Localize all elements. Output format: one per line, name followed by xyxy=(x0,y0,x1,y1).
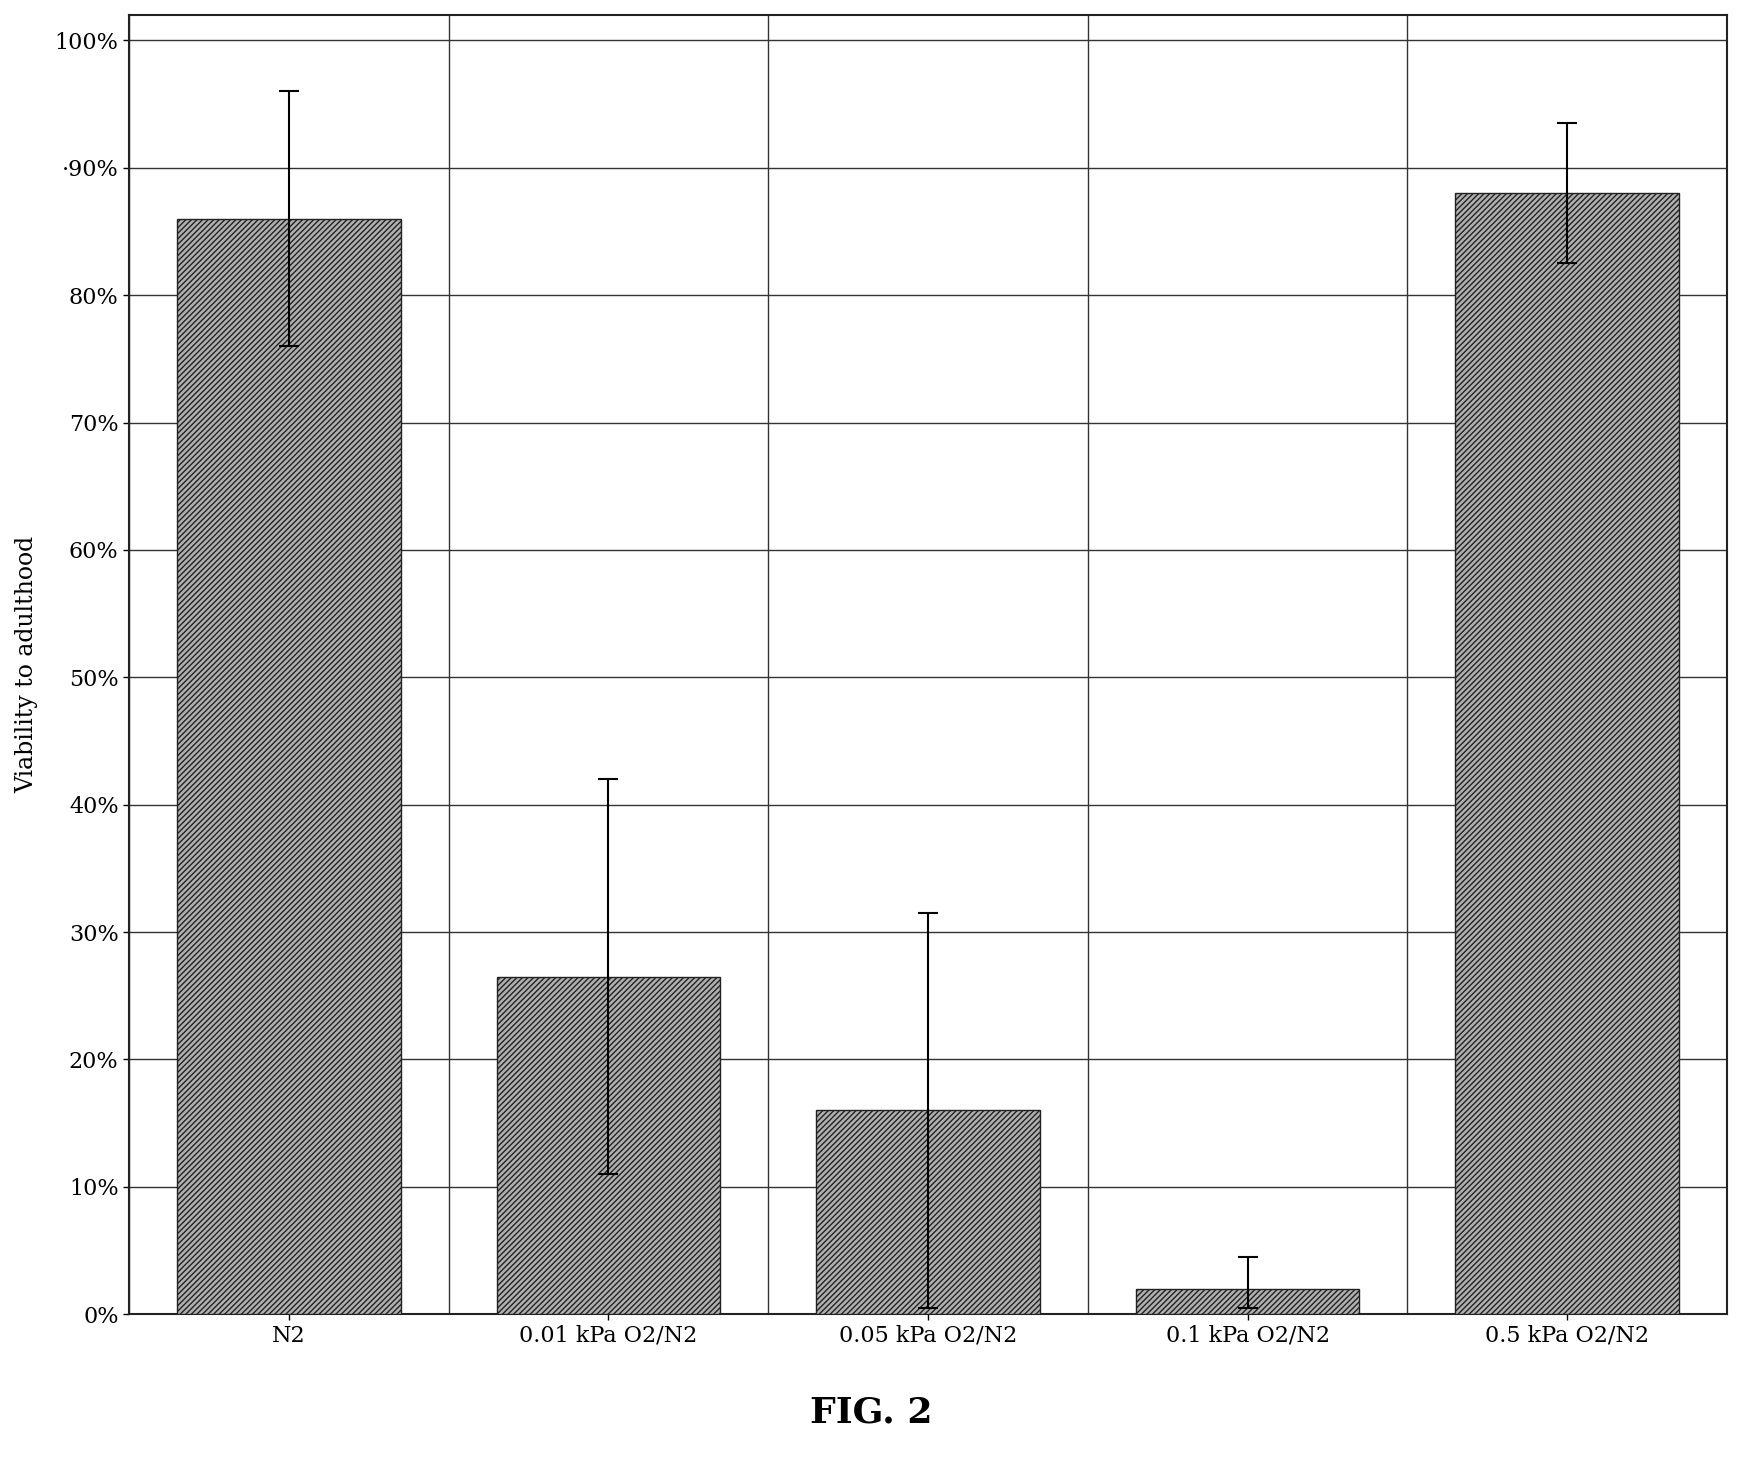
Bar xyxy=(815,1110,1040,1315)
Bar xyxy=(1136,1288,1359,1315)
Bar xyxy=(1455,193,1679,1315)
Y-axis label: Viability to adulthood: Viability to adulthood xyxy=(16,536,38,793)
Bar xyxy=(496,976,719,1315)
Bar xyxy=(178,218,401,1315)
Text: FIG. 2: FIG. 2 xyxy=(810,1395,932,1430)
